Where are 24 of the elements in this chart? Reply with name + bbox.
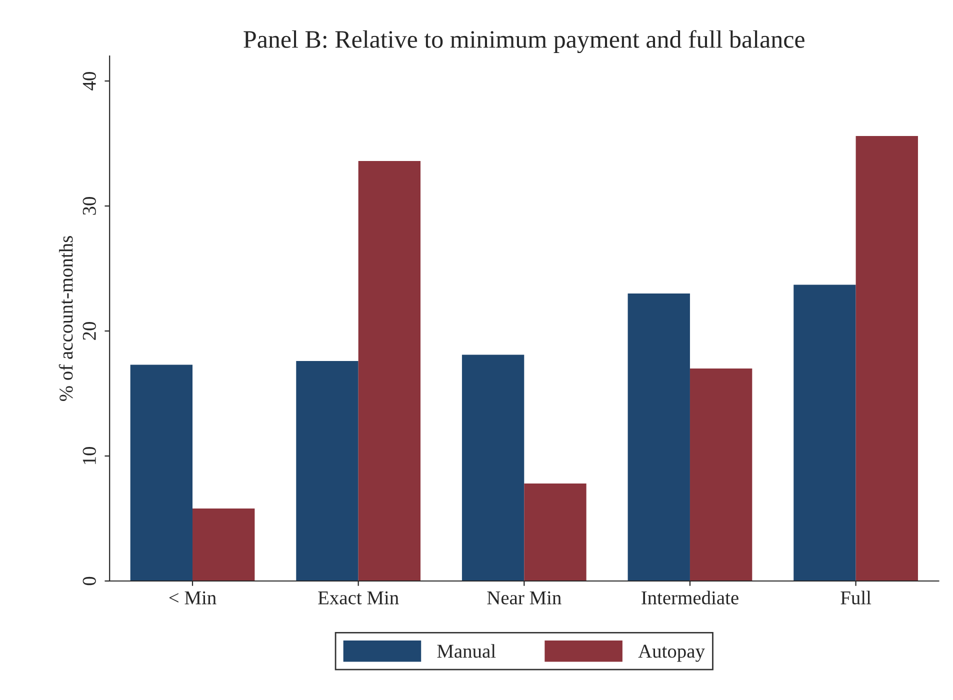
bar	[628, 294, 690, 581]
x-tick-label: Intermediate	[642, 590, 738, 604]
y-axis-title: % of account-months	[58, 236, 73, 401]
bar	[462, 354, 524, 581]
x-tick-label: Near Min	[487, 591, 562, 604]
bar	[524, 484, 586, 581]
y-tick-label: 20	[82, 322, 96, 340]
bar	[358, 161, 421, 581]
x-tick-label: Full	[840, 590, 872, 604]
legend-label: Autopay	[638, 644, 705, 662]
y-tick-label: 40	[82, 72, 96, 90]
legend-label: Manual	[437, 644, 496, 658]
bar	[856, 136, 918, 581]
bar	[690, 368, 752, 581]
y-tick-label: 10	[82, 447, 96, 464]
y-tick-label: 30	[82, 197, 96, 215]
bar	[296, 361, 358, 581]
chart-title: Panel B: Relative to minimum payment and full balance	[244, 30, 804, 54]
y-tick-label: 0	[82, 576, 96, 586]
bar	[192, 508, 255, 581]
bar	[130, 364, 193, 581]
bar	[794, 284, 856, 581]
x-tick-label: < Min	[169, 591, 216, 604]
x-tick-label: Exact Min	[318, 591, 399, 604]
